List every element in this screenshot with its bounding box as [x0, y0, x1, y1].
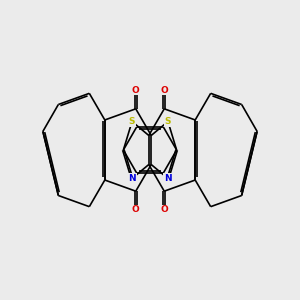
Text: N: N	[128, 174, 136, 183]
Text: O: O	[132, 86, 140, 95]
Text: N: N	[164, 174, 172, 183]
Text: O: O	[160, 86, 168, 95]
Text: O: O	[160, 205, 168, 214]
Text: S: S	[165, 117, 171, 126]
Text: S: S	[129, 117, 135, 126]
Text: O: O	[132, 205, 140, 214]
